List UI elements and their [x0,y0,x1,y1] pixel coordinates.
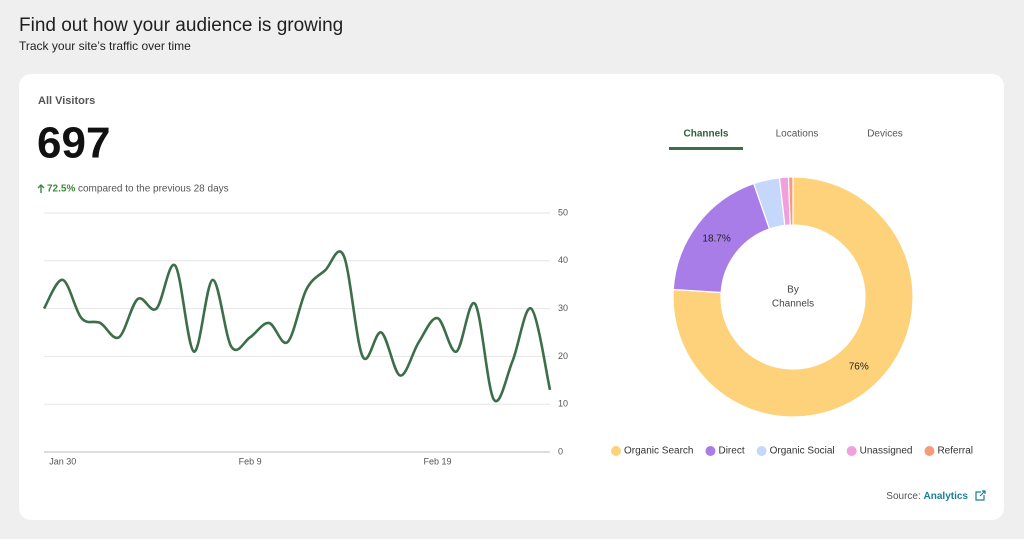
change-text: compared to the previous 28 days [78,184,229,195]
x-tick-label: Feb 9 [239,456,262,466]
slice-label: 76% [849,362,869,373]
legend-label: Unassigned [860,446,913,457]
legend-swatch [846,446,857,456]
tab[interactable]: Channels [683,129,728,140]
legend-label: Direct [718,446,744,457]
y-tick-label: 40 [558,255,568,265]
change-value: 72.5% [47,184,75,195]
center-label: By [787,285,799,296]
y-tick-label: 10 [558,399,568,409]
donut-slice [787,176,794,226]
tab-underline [669,147,743,150]
source-prefix: Source: [886,491,920,502]
x-tick-label: Feb 19 [424,456,452,466]
visitors-line [42,250,552,403]
card [19,74,1004,520]
legend-label: Organic Social [770,446,835,457]
source-label: Source: Analytics [886,491,968,502]
tab[interactable]: Devices [867,129,903,140]
tab[interactable]: Locations [776,129,819,140]
page-subtitle: Track your site’s traffic over time [19,39,191,53]
card-label: All Visitors [38,95,95,107]
total-visitors: 697 [37,119,110,168]
page-title: Find out how your audience is growing [19,15,343,36]
legend-label: Organic Search [624,446,693,457]
y-tick-label: 20 [558,351,568,361]
legend-swatch [705,446,716,456]
source-link[interactable]: Analytics [924,491,969,502]
legend-label: Referral [937,446,973,457]
legend-swatch [756,446,767,456]
center-label: Channels [772,299,814,310]
y-tick-label: 30 [558,303,568,313]
legend-swatch [924,446,935,456]
donut-slice [672,176,914,418]
legend-swatch [611,446,621,456]
up-arrow [37,184,45,193]
slice-label: 18.7% [702,234,730,245]
y-tick-label: 0 [558,446,563,456]
x-tick-label: Jan 30 [49,456,76,466]
y-tick-label: 50 [558,207,568,217]
external-icon[interactable] [975,490,986,501]
